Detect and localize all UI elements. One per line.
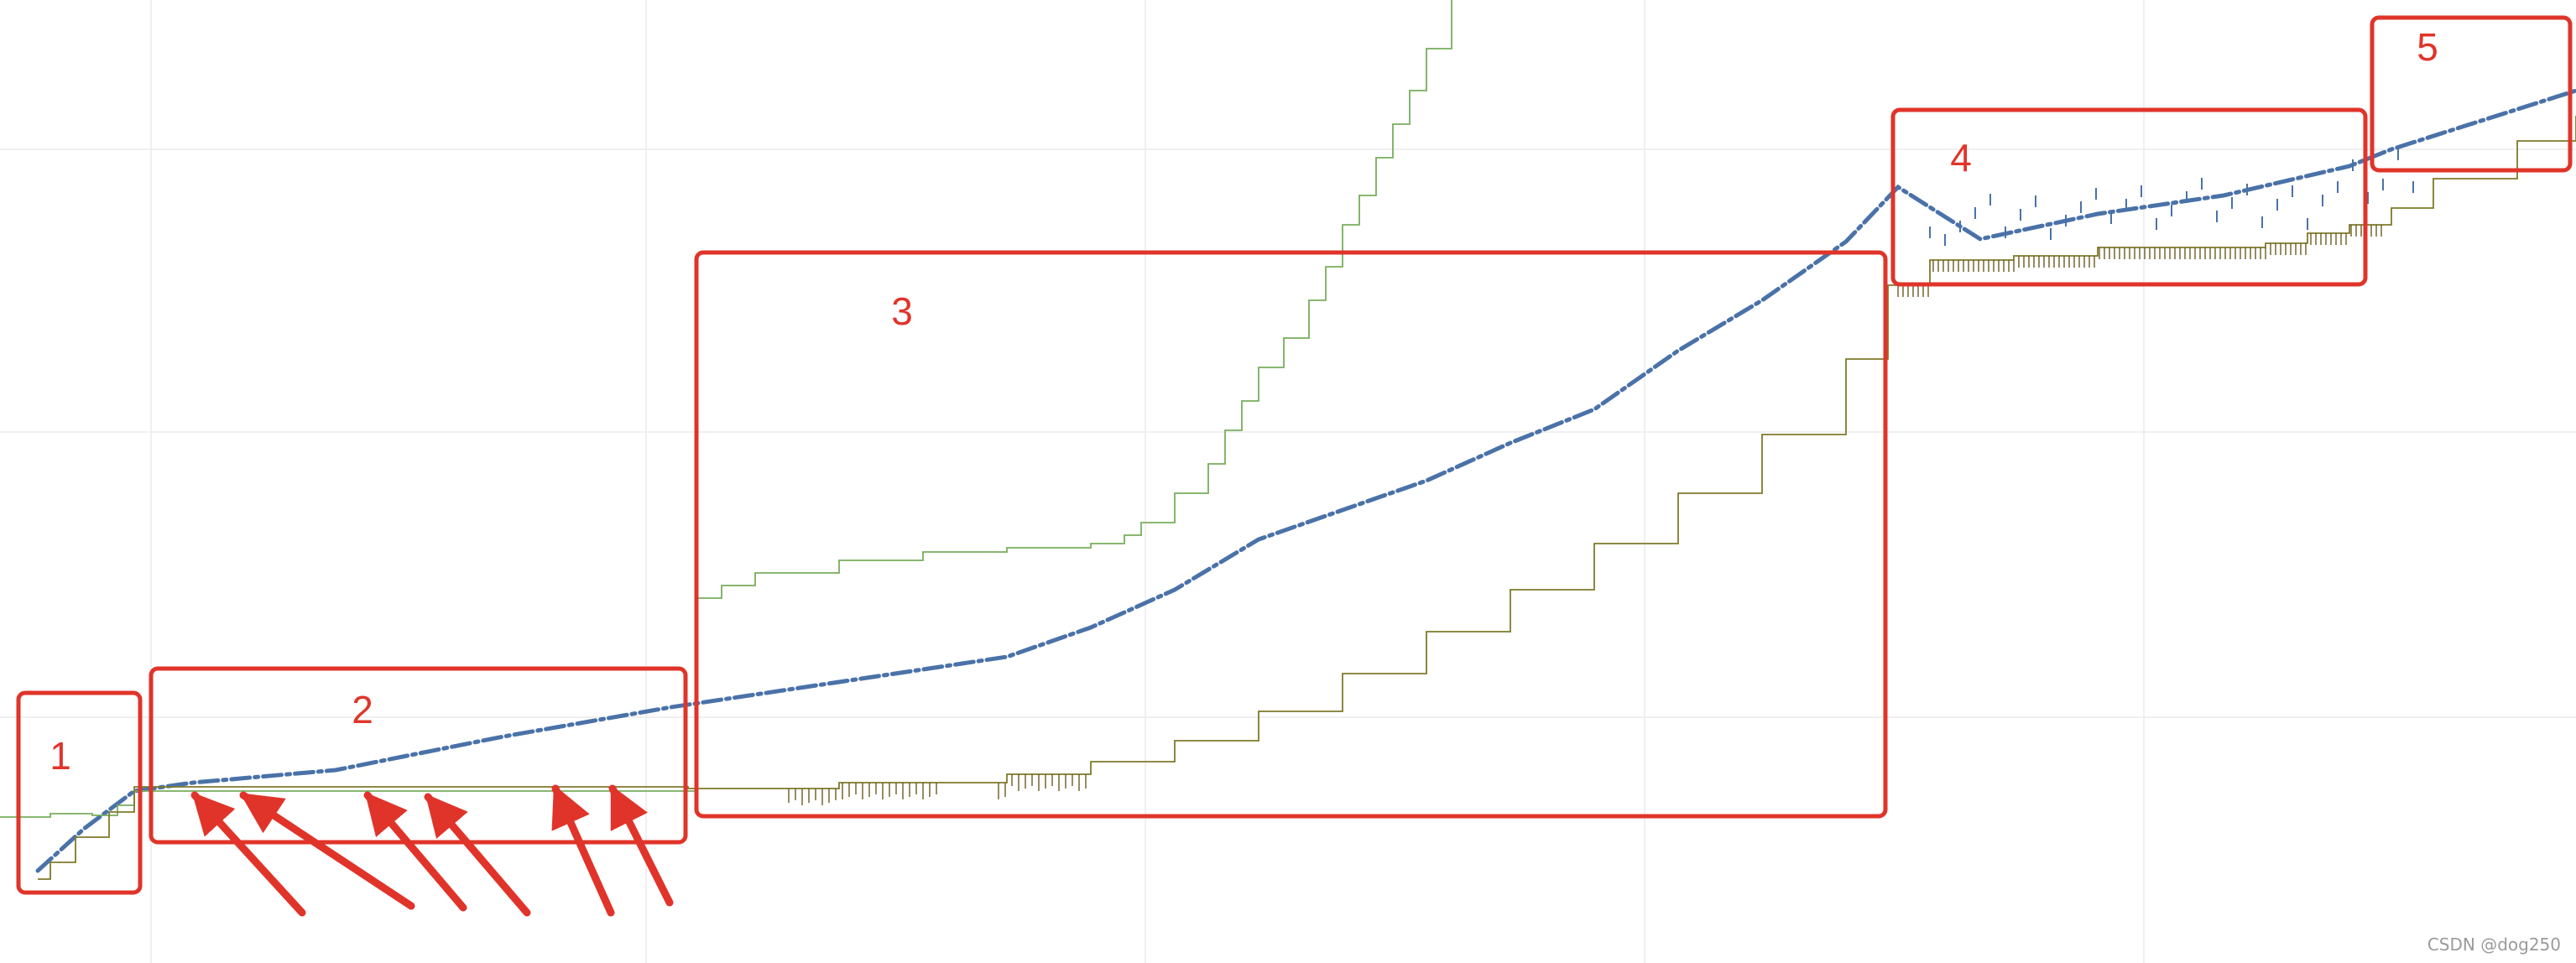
annotation-box-label-2: 2 bbox=[352, 688, 373, 731]
annotation-arrow-5 bbox=[551, 784, 615, 917]
annotation-box-5 bbox=[2370, 15, 2573, 173]
annotation-arrow-6 bbox=[608, 784, 674, 907]
series-line-2 bbox=[0, 0, 1452, 818]
series-layer bbox=[0, 0, 2576, 880]
annotation-box-1 bbox=[16, 690, 143, 895]
annotation-boxes: 1 2 3 4 5 bbox=[16, 15, 2573, 895]
annotation-box-4 bbox=[1890, 107, 2368, 287]
series-line-1 bbox=[35, 88, 2576, 873]
annotation-arrow-1 bbox=[190, 791, 306, 917]
annotation-box-label-4: 4 bbox=[1950, 136, 1972, 180]
annotation-box-label-5: 5 bbox=[2417, 25, 2438, 69]
annotation-box-label-1: 1 bbox=[50, 734, 71, 778]
annotation-box-2 bbox=[149, 666, 688, 845]
annotation-box-3 bbox=[694, 250, 1888, 819]
watermark: CSDN @dog250 bbox=[2427, 934, 2561, 955]
series-line-3 bbox=[38, 116, 2576, 880]
annotation-arrow-3 bbox=[363, 791, 467, 912]
annotation-arrow-4 bbox=[424, 793, 531, 917]
scatter-ticks bbox=[788, 148, 2414, 805]
annotation-box-label-3: 3 bbox=[891, 289, 913, 333]
annotation-arrows bbox=[190, 784, 674, 917]
annotation-arrow-2 bbox=[239, 791, 415, 910]
